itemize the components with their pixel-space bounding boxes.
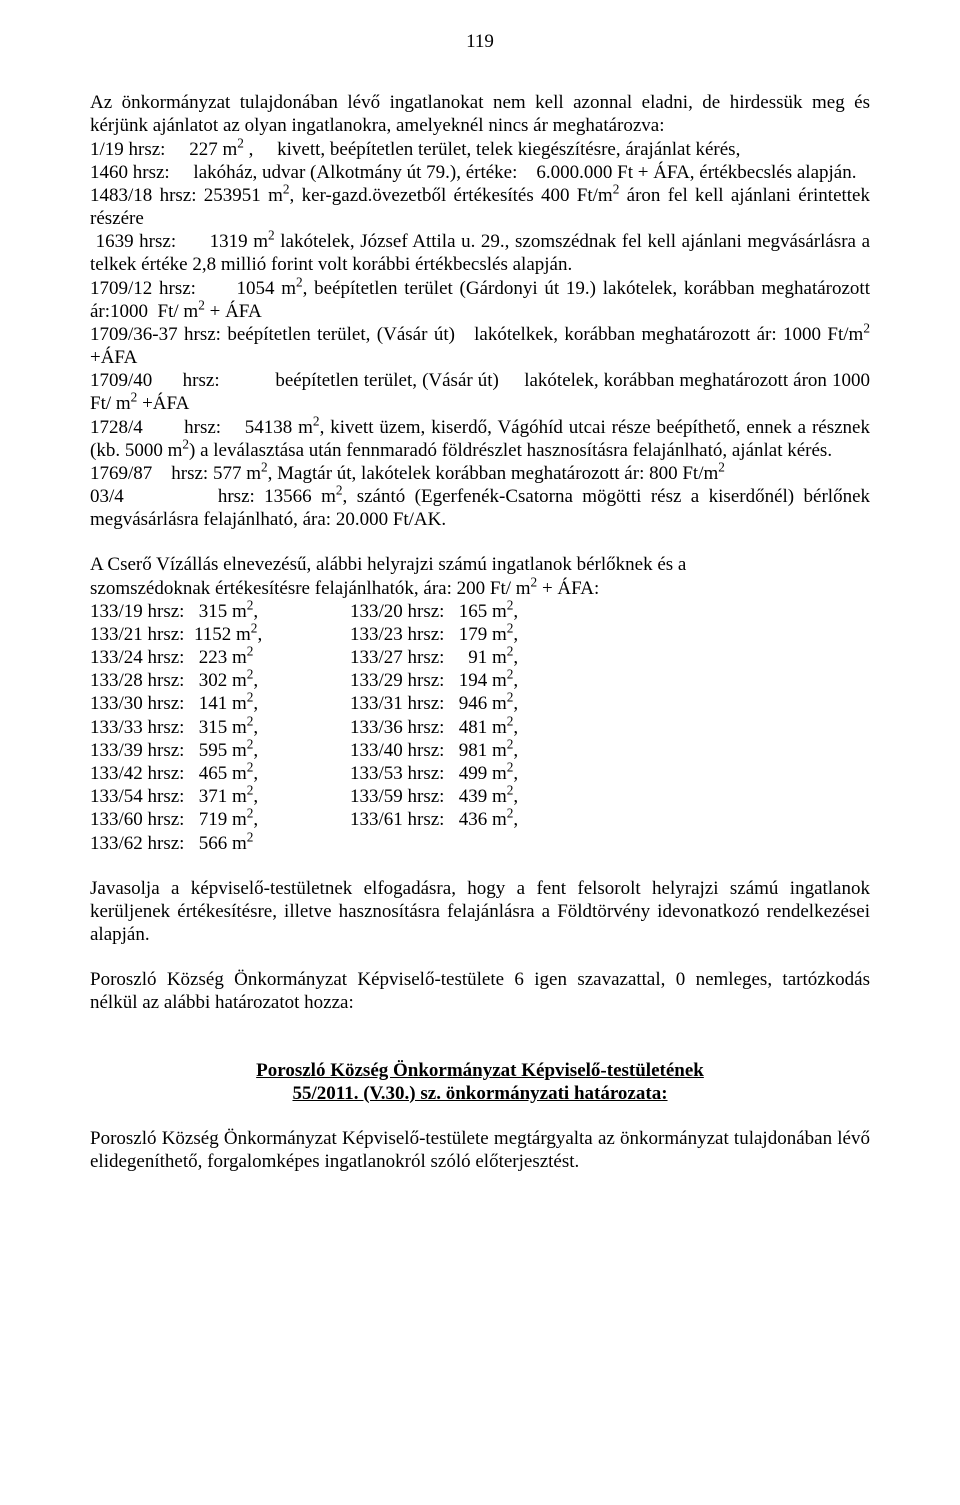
parcel-cell-right: 133/40 hrsz: 981 m2, bbox=[350, 739, 518, 762]
parcel-row: 133/60 hrsz: 719 m2,133/61 hrsz: 436 m2, bbox=[90, 808, 870, 831]
parcel-cell-right: 133/27 hrsz: 91 m2, bbox=[350, 646, 518, 669]
resolution-title-line2: 55/2011. (V.30.) sz. önkormányzati határ… bbox=[292, 1083, 667, 1104]
parcel-cell-right: 133/31 hrsz: 946 m2, bbox=[350, 692, 518, 715]
paragraph-vote: Poroszló Község Önkormányzat Képviselő-t… bbox=[90, 968, 870, 1014]
parcel-row: 133/33 hrsz: 315 m2,133/36 hrsz: 481 m2, bbox=[90, 716, 870, 739]
parcel-row: 133/54 hrsz: 371 m2,133/59 hrsz: 439 m2, bbox=[90, 785, 870, 808]
resolution-heading: Poroszló Község Önkormányzat Képviselő-t… bbox=[90, 1059, 870, 1105]
parcel-cell-right: 133/20 hrsz: 165 m2, bbox=[350, 600, 518, 623]
paragraph-resolution-body: Poroszló Község Önkormányzat Képviselő-t… bbox=[90, 1127, 870, 1173]
page-number: 119 bbox=[90, 30, 870, 53]
parcel-intro: A Cserő Vízállás elnevezésű, alábbi hely… bbox=[90, 553, 870, 599]
parcel-table: 133/19 hrsz: 315 m2,133/20 hrsz: 165 m2,… bbox=[90, 600, 870, 855]
parcel-cell-right: 133/36 hrsz: 481 m2, bbox=[350, 716, 518, 739]
parcel-cell-right: 133/53 hrsz: 499 m2, bbox=[350, 762, 518, 785]
parcel-cell-right: 133/61 hrsz: 436 m2, bbox=[350, 808, 518, 831]
parcel-cell-left: 133/33 hrsz: 315 m2, bbox=[90, 716, 350, 739]
parcel-cell-left: 133/60 hrsz: 719 m2, bbox=[90, 808, 350, 831]
parcel-cell-left: 133/42 hrsz: 465 m2, bbox=[90, 762, 350, 785]
parcel-cell-left: 133/62 hrsz: 566 m2 bbox=[90, 832, 350, 855]
parcel-cell-left: 133/30 hrsz: 141 m2, bbox=[90, 692, 350, 715]
parcel-row: 133/28 hrsz: 302 m2,133/29 hrsz: 194 m2, bbox=[90, 669, 870, 692]
parcel-cell-left: 133/39 hrsz: 595 m2, bbox=[90, 739, 350, 762]
parcel-row: 133/39 hrsz: 595 m2,133/40 hrsz: 981 m2, bbox=[90, 739, 870, 762]
parcel-cell-right: 133/29 hrsz: 194 m2, bbox=[350, 669, 518, 692]
parcel-cell-left: 133/21 hrsz: 1152 m2, bbox=[90, 623, 350, 646]
parcel-cell-right: 133/23 hrsz: 179 m2, bbox=[350, 623, 518, 646]
parcel-row: 133/24 hrsz: 223 m2133/27 hrsz: 91 m2, bbox=[90, 646, 870, 669]
parcel-cell-left: 133/19 hrsz: 315 m2, bbox=[90, 600, 350, 623]
parcel-cell-left: 133/54 hrsz: 371 m2, bbox=[90, 785, 350, 808]
parcel-row: 133/62 hrsz: 566 m2 bbox=[90, 832, 870, 855]
paragraph-property-list: Az önkormányzat tulajdonában lévő ingatl… bbox=[90, 91, 870, 531]
parcel-cell-left: 133/24 hrsz: 223 m2 bbox=[90, 646, 350, 669]
resolution-title-line1: Poroszló Község Önkormányzat Képviselő-t… bbox=[256, 1060, 704, 1081]
parcel-cell-right: 133/59 hrsz: 439 m2, bbox=[350, 785, 518, 808]
paragraph-recommendation: Javasolja a képviselő-testületnek elfoga… bbox=[90, 877, 870, 947]
parcel-cell-left: 133/28 hrsz: 302 m2, bbox=[90, 669, 350, 692]
parcel-row: 133/30 hrsz: 141 m2,133/31 hrsz: 946 m2, bbox=[90, 692, 870, 715]
parcel-row: 133/19 hrsz: 315 m2,133/20 hrsz: 165 m2, bbox=[90, 600, 870, 623]
parcel-row: 133/42 hrsz: 465 m2,133/53 hrsz: 499 m2, bbox=[90, 762, 870, 785]
parcel-row: 133/21 hrsz: 1152 m2,133/23 hrsz: 179 m2… bbox=[90, 623, 870, 646]
document-page: 119 Az önkormányzat tulajdonában lévő in… bbox=[0, 0, 960, 1505]
